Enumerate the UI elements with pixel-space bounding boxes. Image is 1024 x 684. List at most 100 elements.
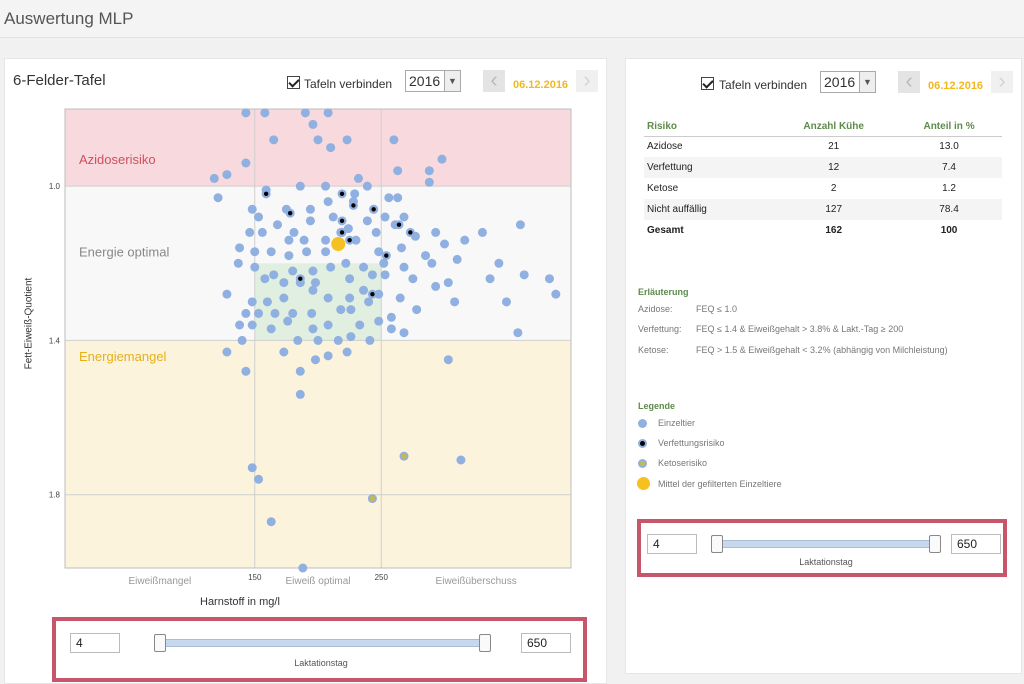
next-date-button-right[interactable]: ›	[991, 70, 1013, 93]
data-point	[222, 347, 232, 357]
connect-tables-checkbox[interactable]	[287, 76, 300, 89]
x-category-label: Eiweiß optimal	[285, 576, 350, 587]
year-select[interactable]: 2016 ▼	[405, 70, 461, 92]
data-point	[266, 247, 276, 257]
legend-label: Mittel der gefilterten Einzeltiere	[658, 479, 782, 489]
data-point	[544, 274, 554, 284]
chevron-left-icon: ‹	[905, 68, 913, 93]
data-point	[313, 135, 323, 145]
chart-panel-title: 6-Felder-Tafel	[13, 72, 106, 89]
chevron-down-icon: ▼	[444, 71, 460, 91]
risk-table: Risiko Anzahl Kühe Anteil in % Azidose 2…	[644, 118, 1002, 241]
data-point	[269, 135, 279, 145]
data-point	[362, 181, 372, 191]
data-point-fattening-risk	[384, 253, 389, 258]
data-point-ketosis-risk	[369, 495, 376, 502]
data-point	[323, 108, 333, 118]
slider-max-handle[interactable]	[479, 634, 491, 652]
x-category-label: Eiweißmangel	[128, 576, 191, 587]
data-point	[326, 143, 336, 153]
table-row: Ketose 2 1.2	[644, 178, 1002, 199]
data-point	[273, 220, 283, 230]
x-category-label: Eiweißüberschuss	[436, 576, 517, 587]
next-date-button[interactable]: ›	[576, 69, 598, 92]
data-point	[341, 258, 351, 268]
cow-count: 2	[830, 183, 837, 194]
data-point	[321, 247, 331, 257]
data-point	[260, 108, 270, 118]
year-select-right[interactable]: 2016 ▼	[820, 71, 876, 93]
max-day-input[interactable]: 650	[521, 633, 571, 653]
data-point	[288, 308, 298, 318]
explanation-text: FEQ ≤ 1.0	[696, 304, 737, 314]
data-point	[310, 278, 320, 288]
data-point	[386, 324, 396, 334]
slider-track-right[interactable]	[717, 540, 935, 548]
min-day-input[interactable]: 4	[70, 633, 120, 653]
year-select-value-right: 2016	[824, 74, 856, 90]
data-point	[450, 297, 460, 307]
data-point-fattening-risk	[339, 218, 345, 224]
data-point	[247, 204, 257, 214]
chevron-down-icon: ▼	[859, 72, 875, 92]
data-point	[353, 173, 363, 183]
risk-name: Verfettung	[644, 157, 772, 178]
fattening-risk-dot-icon	[638, 439, 647, 448]
data-point	[519, 270, 529, 280]
table-row-total: Gesamt 162 100	[644, 220, 1002, 241]
data-point	[345, 293, 355, 303]
slider-max-handle-right[interactable]	[929, 535, 941, 553]
table-header: Anteil in %	[896, 118, 1002, 137]
data-point	[266, 517, 276, 527]
max-day-input-right[interactable]: 650	[951, 534, 1001, 554]
data-point-fattening-risk	[408, 230, 413, 235]
app-title: Auswertung MLP	[4, 9, 134, 28]
acidosis-zone	[65, 109, 571, 187]
data-point-fattening-risk	[339, 230, 345, 235]
data-point	[374, 289, 384, 299]
data-point	[323, 320, 333, 330]
connect-tables-checkbox-right[interactable]	[701, 77, 714, 90]
min-day-input-right[interactable]: 4	[647, 534, 697, 554]
data-point	[235, 320, 245, 330]
data-point	[305, 204, 315, 214]
six-field-chart: 1.0 1.4 1.8 150 250 Azidoserisiko Energie opti…	[49, 108, 572, 587]
legend-label: Ketoserisiko	[658, 458, 708, 468]
cow-count: 12	[771, 157, 897, 178]
connect-tables-label-right: Tafeln verbinden	[719, 78, 808, 92]
table-row: Verfettung 12 7.4	[644, 157, 1002, 178]
data-point	[350, 189, 360, 199]
data-point	[336, 305, 346, 315]
six-field-panel: 6-Felder-Tafel Tafeln verbinden 2016 ▼ ‹…	[4, 58, 607, 684]
data-point	[323, 351, 333, 361]
data-point	[345, 274, 355, 284]
data-point	[346, 305, 356, 315]
prev-date-button-right[interactable]: ‹	[898, 68, 920, 93]
data-point	[270, 308, 280, 318]
data-point	[427, 258, 437, 268]
slider-min-handle-right[interactable]	[711, 535, 723, 553]
data-point	[308, 266, 318, 276]
data-point	[395, 293, 405, 303]
data-point	[456, 455, 466, 465]
data-point	[298, 563, 308, 573]
data-point	[284, 251, 294, 261]
data-point	[408, 274, 418, 284]
data-point-fattening-risk	[396, 222, 402, 227]
prev-date-button[interactable]: ‹	[483, 67, 505, 92]
data-point	[288, 266, 298, 276]
slider-track[interactable]	[160, 639, 485, 647]
top-bar: Auswertung MLP	[0, 0, 1024, 38]
data-point	[386, 312, 396, 322]
chevron-left-icon: ‹	[490, 67, 498, 92]
data-point	[380, 212, 390, 222]
cow-count: 21	[828, 141, 840, 153]
slider-min-handle[interactable]	[154, 634, 166, 652]
zone-label-energy-optimal: Energie optimal	[79, 245, 169, 260]
data-point	[431, 227, 441, 237]
data-point	[250, 247, 260, 257]
data-point	[254, 474, 264, 484]
x-tick-label: 150	[248, 573, 262, 582]
data-point	[300, 108, 310, 118]
data-point	[233, 258, 243, 268]
